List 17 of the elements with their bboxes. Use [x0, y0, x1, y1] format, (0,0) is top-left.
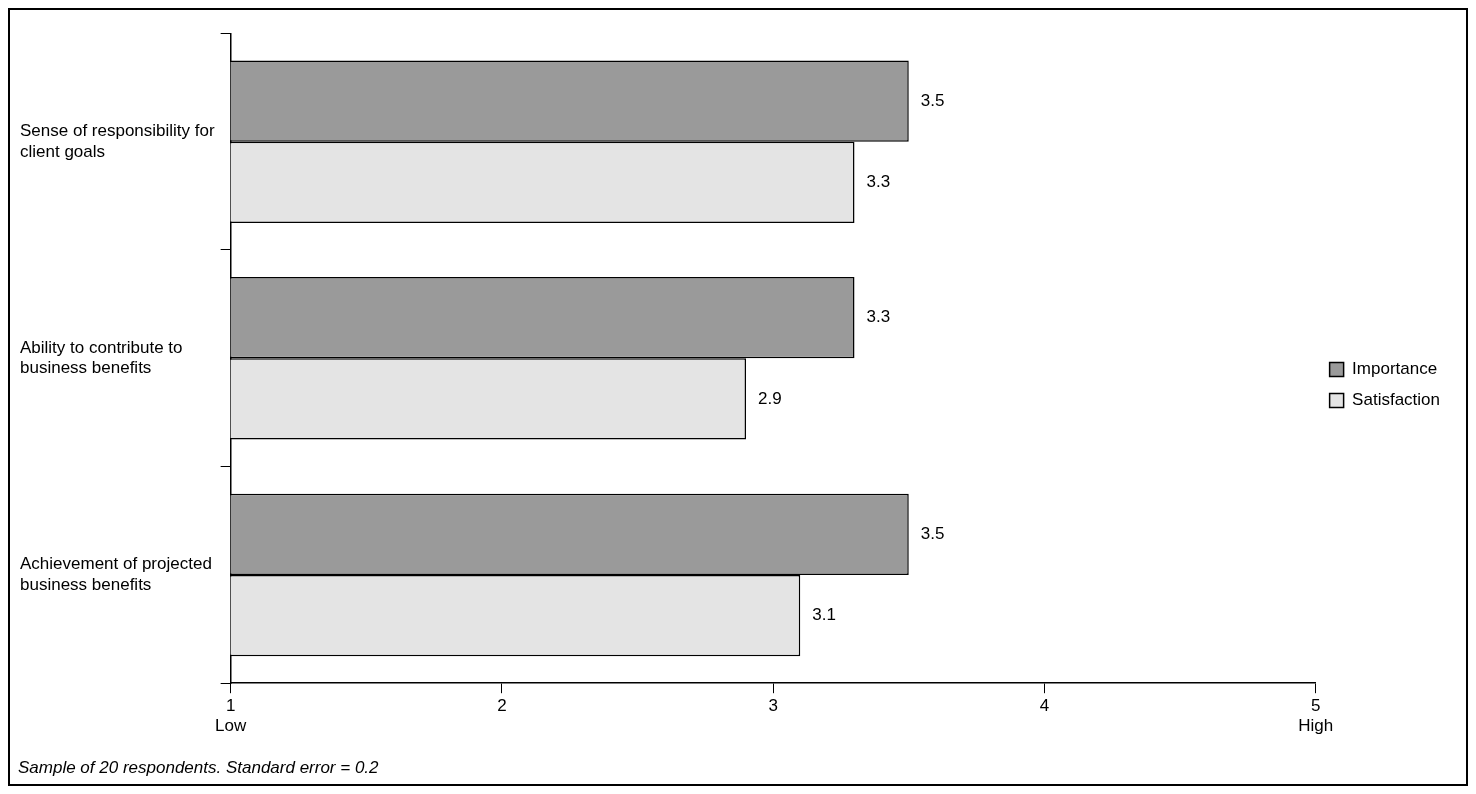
data-label: 2.9 — [758, 388, 782, 408]
y-tick-label: Achievement of projected business benefits — [20, 554, 212, 594]
x-tick-label: 2 — [497, 696, 507, 716]
y-tick-label: Sense of responsibility for client goals — [20, 121, 215, 161]
data-label: 3.3 — [866, 307, 891, 327]
x-tick-label: 3 — [768, 696, 778, 716]
data-label: 3.5 — [920, 523, 945, 543]
legend-label: Satisfaction — [1352, 390, 1441, 410]
legend-label: Importance — [1352, 359, 1438, 379]
x-tick-label: 4 — [1039, 696, 1050, 716]
text: Sample of 20 respondents. Standard error = 0.2 — [18, 758, 379, 778]
data-label: 3.3 — [866, 172, 891, 191]
data-label: 3.5 — [920, 90, 945, 110]
y-tick-label: Ability to contribute to business benefits — [20, 337, 183, 378]
x-tick-label: 1 Low — [215, 696, 247, 736]
data-label: 3.1 — [812, 605, 836, 625]
x-tick-label: 5 High — [1298, 696, 1334, 736]
